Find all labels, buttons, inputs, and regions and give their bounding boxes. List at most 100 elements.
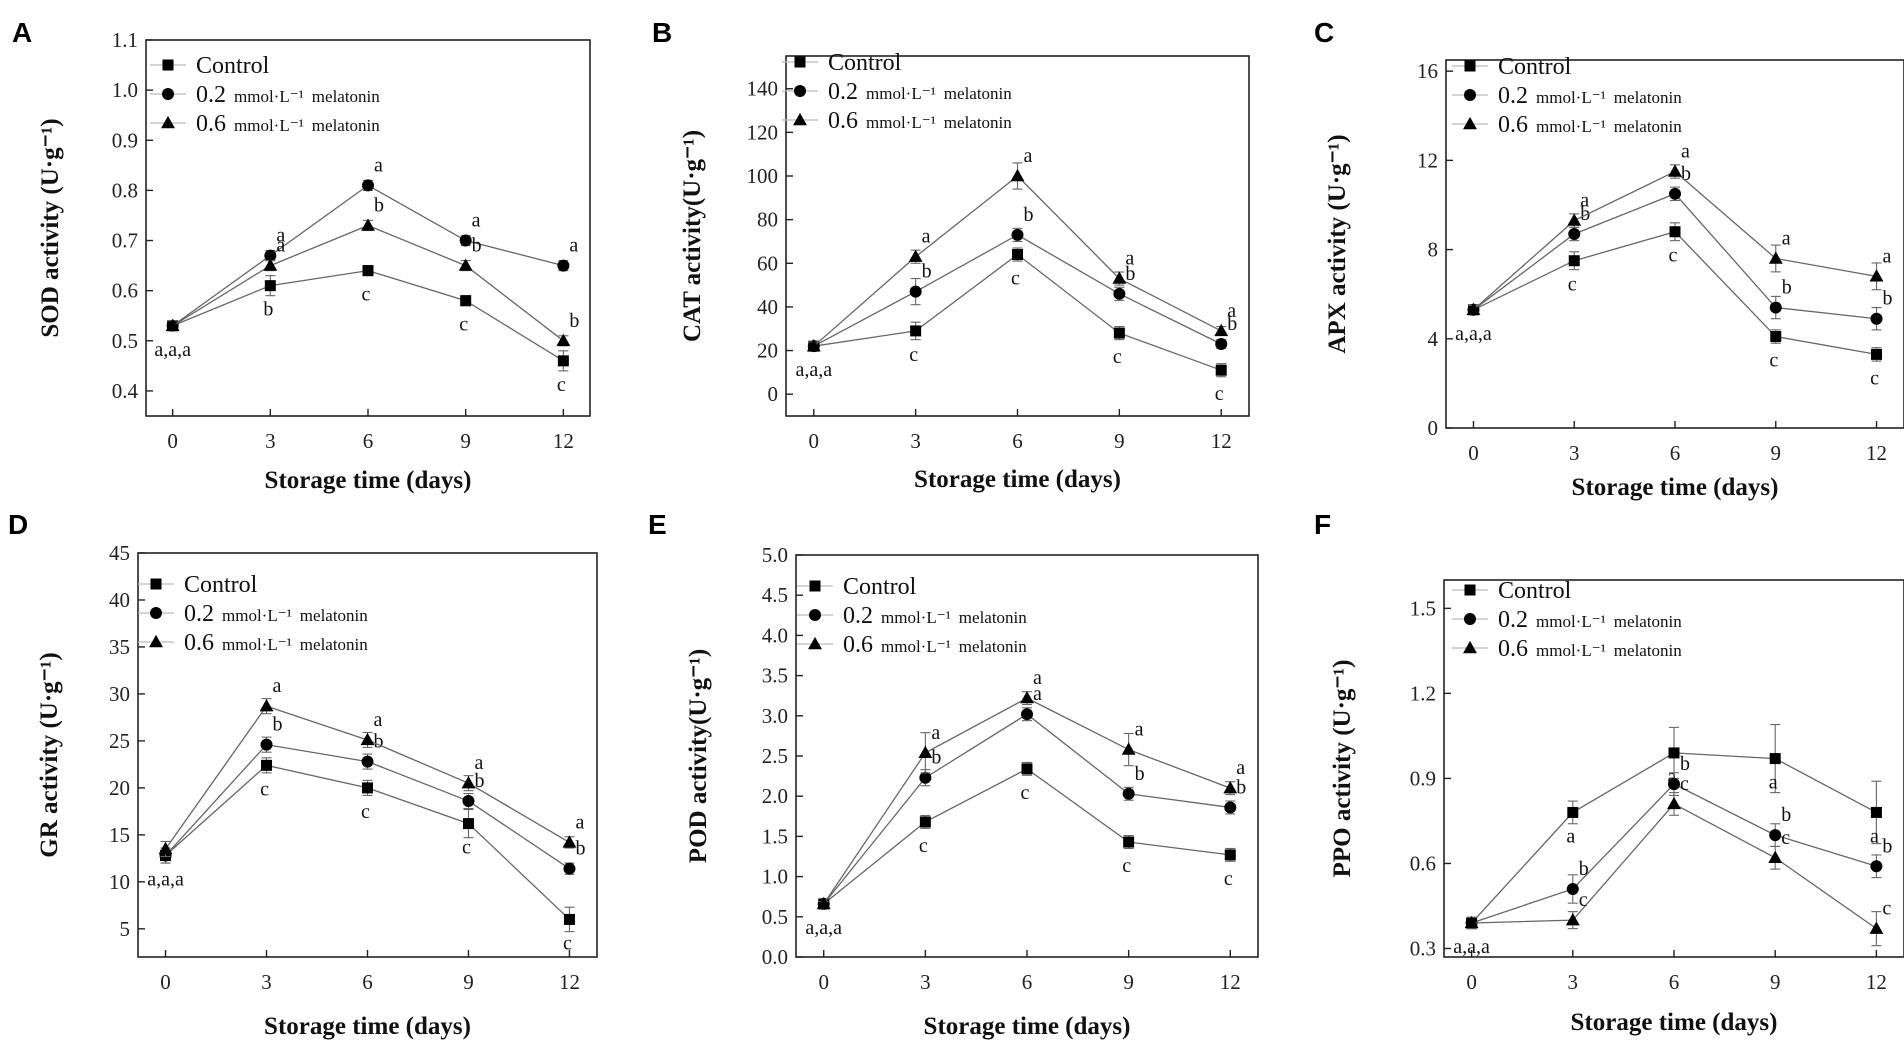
significance-letter: c bbox=[1011, 268, 1020, 290]
data-point-triangle bbox=[361, 218, 375, 231]
x-tick-label: 3 bbox=[910, 429, 921, 453]
significance-letter: b bbox=[374, 194, 384, 216]
significance-letter: b bbox=[1135, 763, 1145, 785]
panel-letter: E bbox=[648, 509, 667, 540]
data-point-triangle bbox=[556, 333, 571, 346]
legend-marker-square bbox=[809, 580, 821, 592]
y-tick-label: 0.4 bbox=[112, 379, 139, 403]
significance-letter: a bbox=[1769, 772, 1778, 794]
y-tick-label: 0.0 bbox=[762, 945, 788, 969]
significance-letter: c bbox=[1680, 773, 1689, 795]
y-tick-label: 120 bbox=[747, 120, 779, 144]
legend-label: 0.2 mmol·L⁻¹ melatonin bbox=[1498, 83, 1682, 109]
data-point-circle bbox=[260, 738, 273, 751]
y-axis-title: CAT activity(U·g⁻¹) bbox=[679, 130, 706, 342]
legend-label: 0.6 mmol·L⁻¹ melatonin bbox=[843, 632, 1027, 658]
data-point-square bbox=[557, 355, 569, 367]
start-significance-label: a,a,a bbox=[805, 917, 842, 939]
data-point-triangle bbox=[1768, 850, 1783, 863]
data-point-triangle bbox=[263, 258, 278, 271]
x-tick-label: 0 bbox=[1468, 441, 1479, 465]
data-point-triangle bbox=[1214, 323, 1229, 337]
significance-letter: a bbox=[575, 811, 584, 833]
y-tick-label: 30 bbox=[109, 682, 130, 706]
data-point-square bbox=[1769, 753, 1781, 765]
data-point-square bbox=[264, 280, 276, 292]
legend-marker-square bbox=[1464, 584, 1476, 596]
legend-marker-triangle bbox=[808, 636, 822, 650]
significance-letter: b bbox=[474, 770, 484, 792]
y-tick-label: 25 bbox=[109, 729, 130, 753]
data-point-circle bbox=[462, 795, 475, 808]
legend-label: 0.6 mmol·L⁻¹ melatonin bbox=[184, 630, 368, 656]
data-point-triangle bbox=[1223, 780, 1238, 794]
x-tick-label: 6 bbox=[362, 970, 373, 994]
y-tick-label: 1.0 bbox=[762, 865, 788, 889]
significance-letter: a bbox=[1782, 227, 1791, 249]
significance-letter: a bbox=[276, 235, 285, 257]
data-point-circle bbox=[1568, 227, 1581, 240]
data-point-triangle bbox=[458, 258, 473, 271]
x-tick-label: 3 bbox=[265, 429, 276, 453]
x-tick-label: 6 bbox=[1669, 970, 1680, 994]
x-tick-label: 12 bbox=[1866, 970, 1887, 994]
x-axis-title: Storage time (days) bbox=[264, 1013, 471, 1040]
y-tick-label: 1.0 bbox=[112, 78, 138, 102]
panel-letter: C bbox=[1314, 17, 1334, 48]
data-point-square bbox=[1668, 747, 1680, 759]
significance-letter: a bbox=[1227, 300, 1236, 322]
significance-letter: a bbox=[1681, 141, 1690, 163]
y-tick-label: 3.0 bbox=[762, 704, 788, 728]
legend-marker-circle bbox=[162, 88, 174, 100]
significance-letter: c bbox=[260, 778, 269, 800]
significance-letter: c bbox=[1224, 868, 1233, 890]
series-0: c c c c bbox=[808, 247, 1227, 405]
y-tick-label: 0.8 bbox=[112, 178, 138, 202]
y-tick-label: 16 bbox=[1417, 59, 1438, 83]
significance-letter: a bbox=[1135, 719, 1144, 741]
y-tick-label: 0.6 bbox=[112, 279, 138, 303]
significance-letter: a bbox=[273, 675, 282, 697]
data-point-triangle bbox=[1565, 912, 1580, 926]
significance-letter: c bbox=[919, 835, 928, 857]
x-tick-label: 0 bbox=[818, 970, 829, 994]
legend-label: Control bbox=[828, 50, 902, 76]
x-tick-label: 12 bbox=[1211, 429, 1232, 453]
series-1: b b b b bbox=[1465, 753, 1892, 930]
significance-letter: b bbox=[1024, 204, 1034, 226]
legend-marker-circle bbox=[809, 609, 821, 621]
significance-letter: c bbox=[1579, 889, 1588, 911]
data-point-triangle bbox=[1464, 915, 1479, 929]
significance-letter: a bbox=[1125, 248, 1134, 270]
data-point-triangle bbox=[1112, 271, 1127, 284]
significance-letter: a bbox=[1236, 757, 1245, 779]
legend-marker-square bbox=[1464, 60, 1476, 72]
data-point-circle bbox=[1122, 787, 1135, 800]
data-point-circle bbox=[909, 285, 922, 298]
significance-letter: a bbox=[1566, 825, 1575, 847]
data-point-circle bbox=[1668, 778, 1680, 791]
y-tick-label: 3.5 bbox=[762, 664, 788, 688]
data-point-square bbox=[1568, 255, 1580, 267]
legend-marker-triangle bbox=[1463, 116, 1477, 130]
data-point-square bbox=[1021, 763, 1033, 775]
y-tick-label: 0.7 bbox=[112, 229, 138, 253]
data-point-square bbox=[1870, 806, 1882, 818]
y-axis-title: POD activity(U·g⁻¹) bbox=[685, 649, 712, 863]
legend-label: 0.6 mmol·L⁻¹ melatonin bbox=[196, 111, 380, 137]
data-point-circle bbox=[361, 755, 374, 768]
series-0: c c c c bbox=[160, 757, 575, 954]
series-0: c c c c bbox=[818, 761, 1236, 910]
y-tick-label: 40 bbox=[109, 588, 130, 612]
significance-letter: b bbox=[1882, 835, 1892, 857]
legend-label: Control bbox=[196, 53, 270, 79]
legend-marker-circle bbox=[794, 85, 806, 97]
data-point-circle bbox=[557, 259, 570, 272]
y-tick-label: 140 bbox=[747, 77, 779, 101]
data-point-triangle bbox=[806, 339, 821, 352]
data-point-circle bbox=[362, 179, 374, 192]
data-point-square bbox=[1215, 364, 1227, 376]
series-1: b b b b bbox=[159, 714, 585, 875]
data-point-triangle bbox=[1768, 251, 1783, 264]
